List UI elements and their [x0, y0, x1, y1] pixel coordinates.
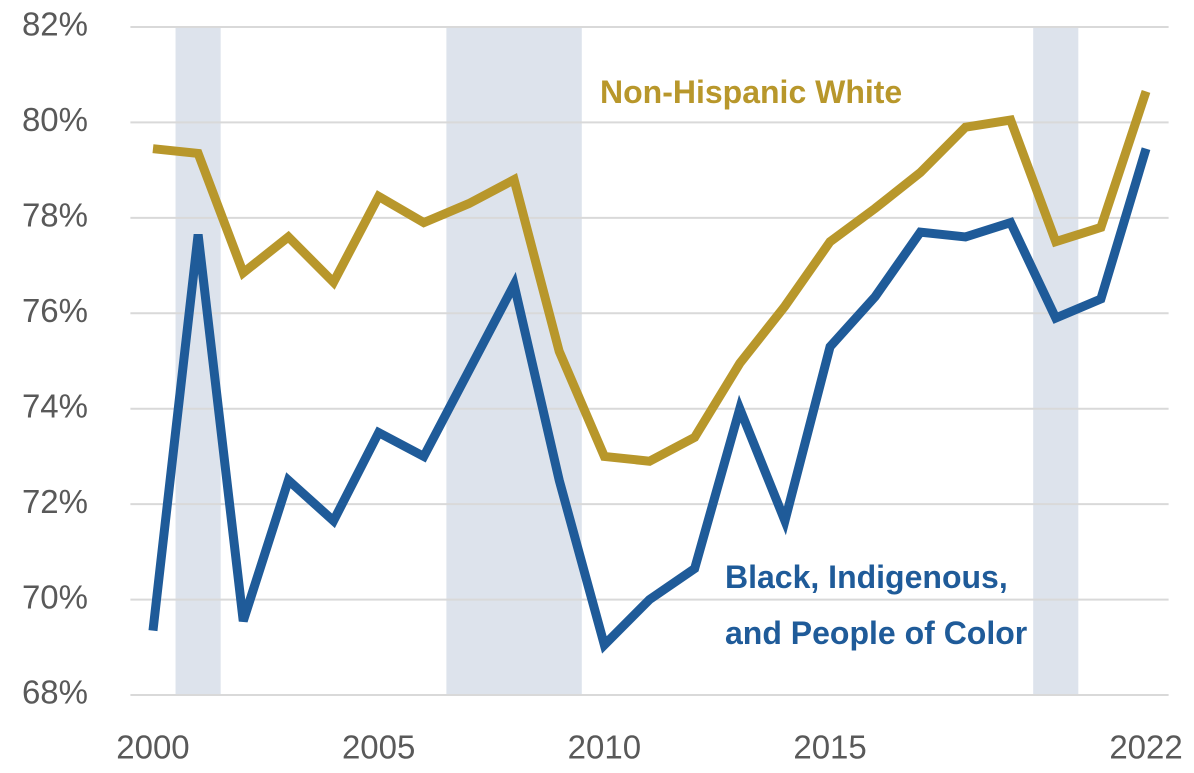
series-line [148, 147, 1151, 654]
y-tick-label: 72% [22, 483, 88, 520]
series-line [152, 89, 1151, 466]
y-tick-label: 68% [22, 674, 88, 711]
y-tick-label: 70% [22, 578, 88, 615]
x-tick-label: 2015 [793, 729, 866, 766]
series-label: Black, Indigenous, and People of Color [725, 559, 1028, 651]
y-tick-label: 78% [22, 197, 88, 234]
x-tick-label: 2000 [116, 729, 189, 766]
series-label: Non-Hispanic White [600, 74, 903, 110]
y-tick-label: 76% [22, 292, 88, 329]
y-tick-label: 80% [22, 101, 88, 138]
y-tick-label: 74% [22, 387, 88, 424]
y-tick-label: 82% [22, 6, 88, 43]
shaded-range [1033, 27, 1079, 695]
x-tick-label: 2005 [342, 729, 415, 766]
x-tick-label: 2010 [568, 729, 641, 766]
x-tick-label: 2022 [1109, 729, 1182, 766]
